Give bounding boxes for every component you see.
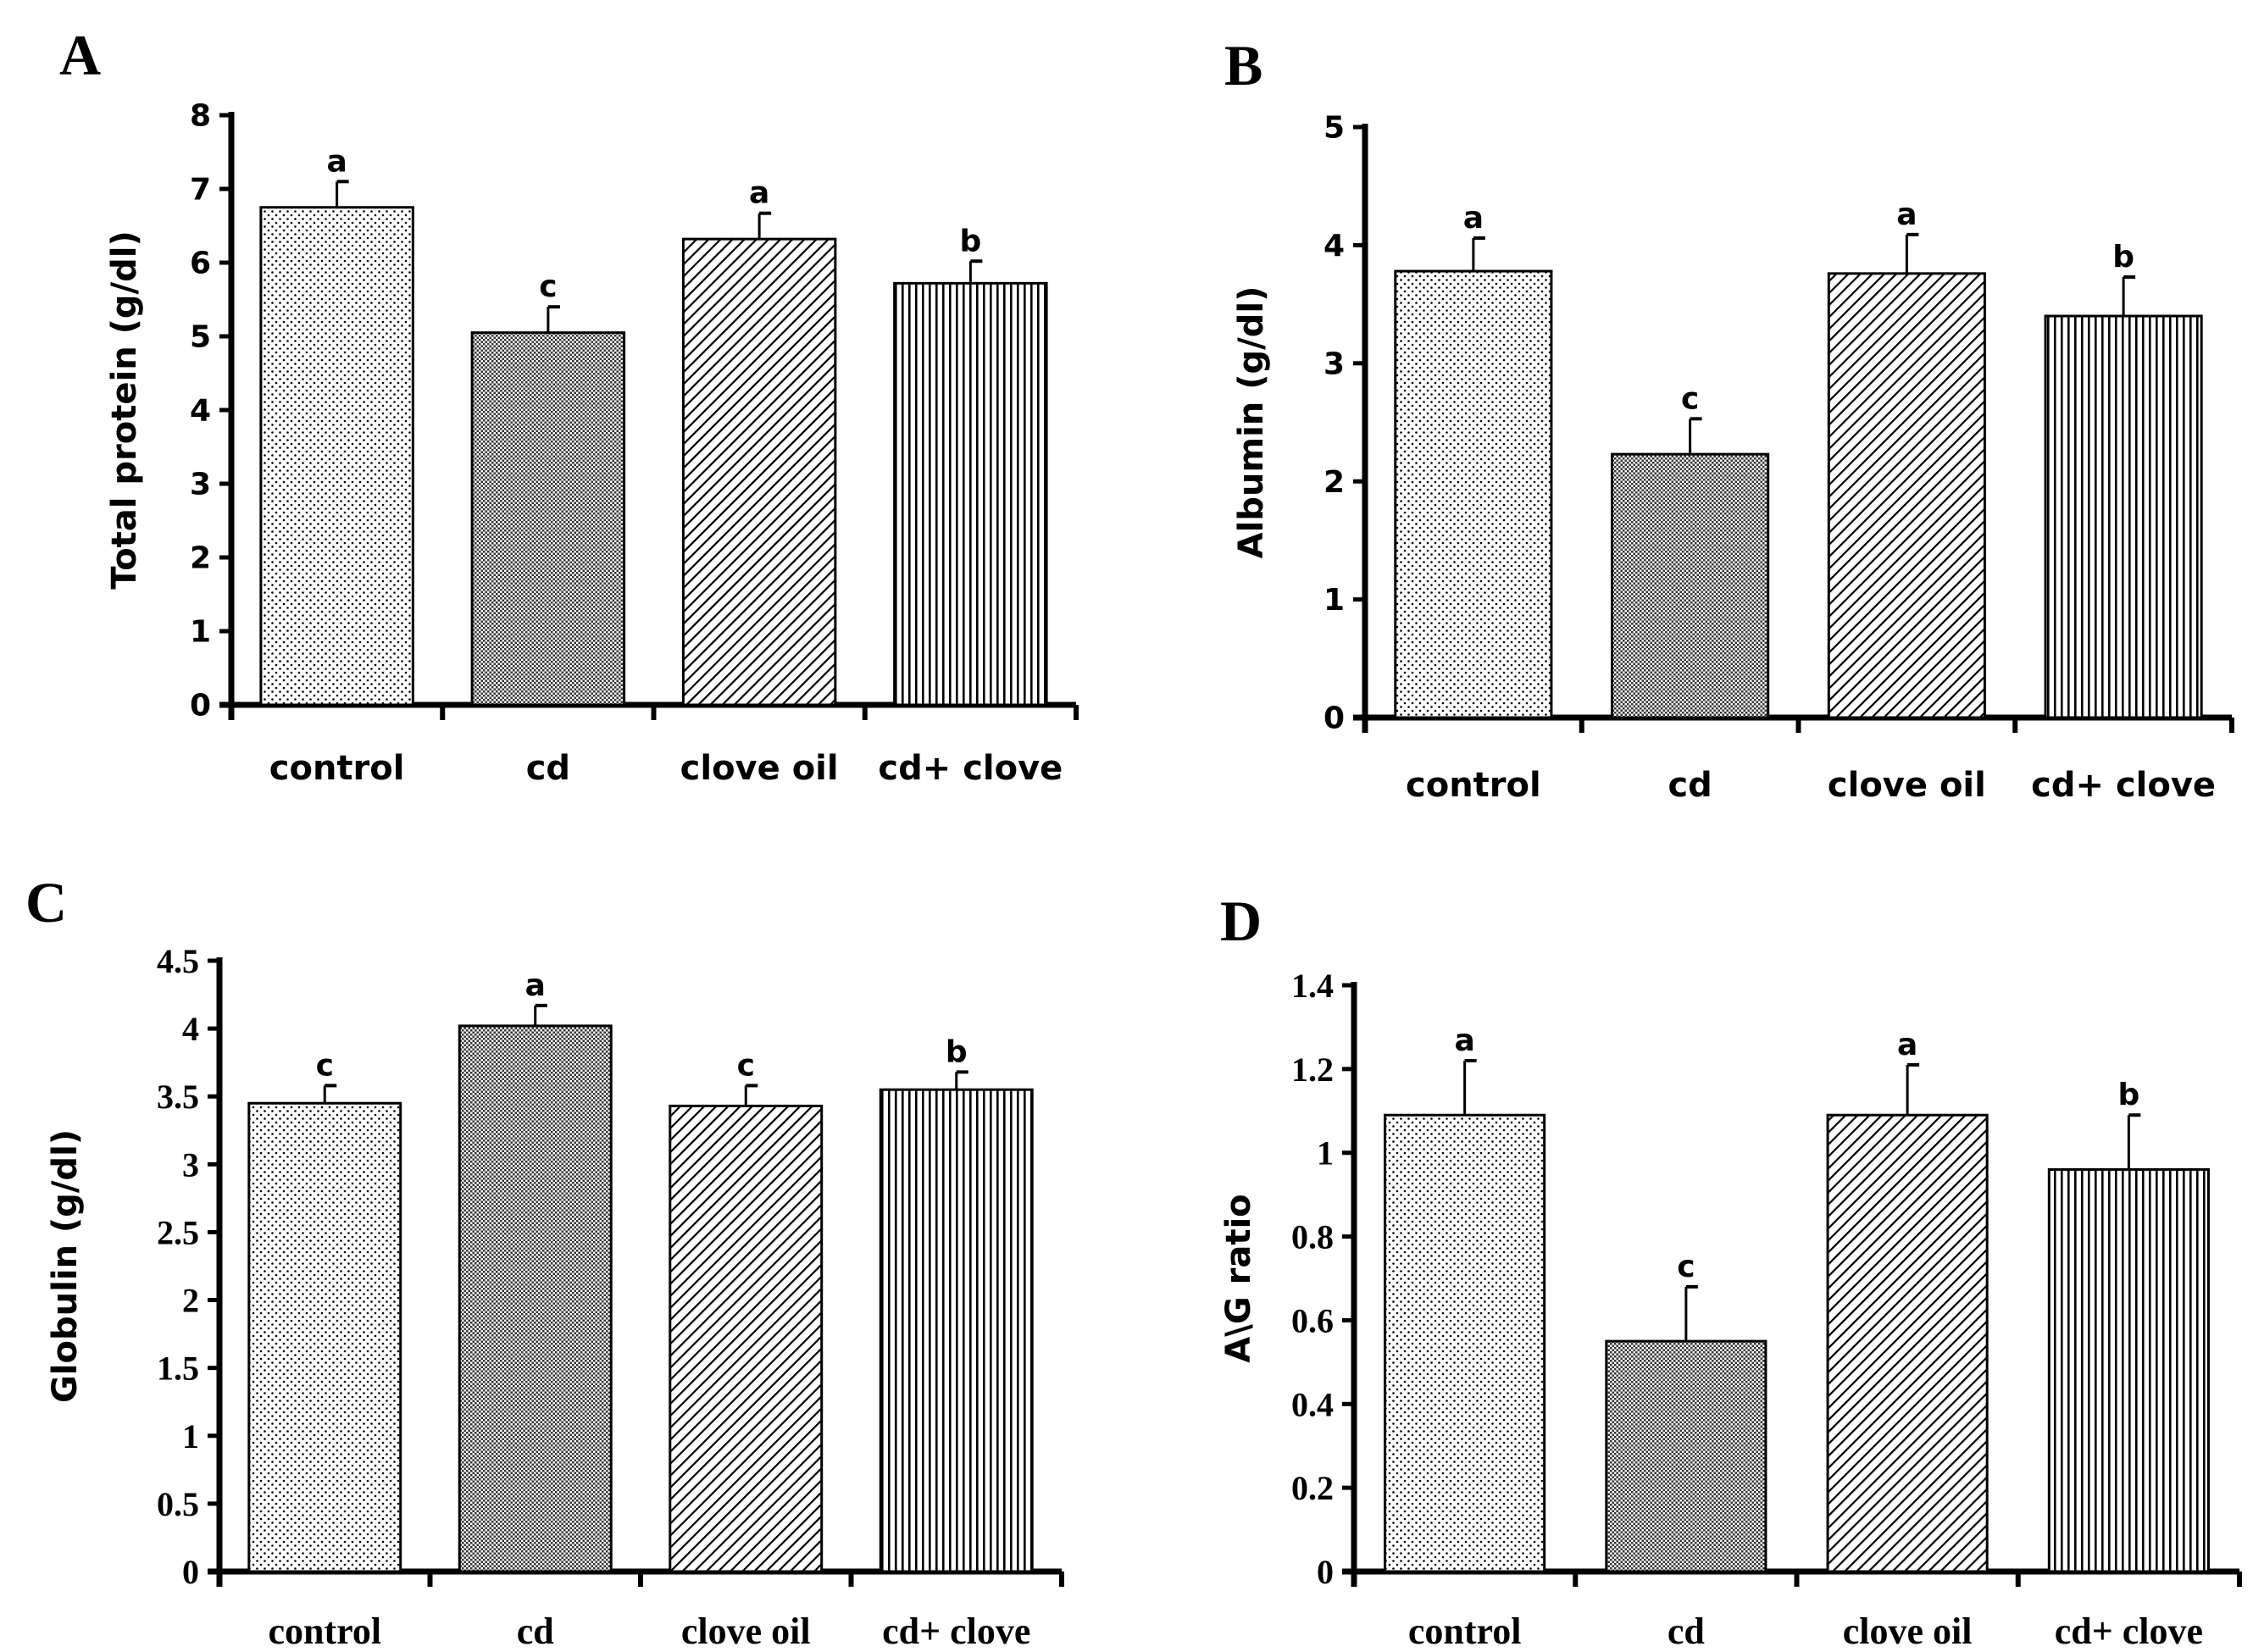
panel-a: A 0 1 2 3 4 5 6 7 8 a control c cd a clove oil b cd+ clov… — [59, 23, 1079, 788]
x-category-label: clove oil — [1843, 1610, 1973, 1652]
x-category-label: cd — [1668, 766, 1712, 805]
y-tick-label: 5 — [1323, 111, 1345, 146]
bar-clove-oil — [669, 1104, 824, 1573]
y-axis-label: Total protein (g/dl) — [105, 230, 144, 590]
bar-cd-clove — [2044, 314, 2203, 719]
y-tick-label: 1 — [1317, 1134, 1334, 1172]
significance-letter: a — [326, 144, 347, 179]
significance-letter: b — [946, 1034, 968, 1069]
y-tick-label: 1.4 — [1291, 967, 1334, 1005]
bar-control — [259, 206, 414, 707]
y-tick-label: 1 — [1323, 583, 1345, 618]
significance-letter: b — [2112, 240, 2134, 274]
significance-letter: c — [737, 1048, 755, 1083]
bar-cd — [1605, 1339, 1767, 1573]
y-axis-label: A\G ratio — [1219, 1194, 1258, 1362]
y-tick-label: 0.4 — [1291, 1385, 1334, 1423]
x-category-label: clove oil — [681, 1610, 811, 1652]
bar-control — [1384, 1113, 1546, 1573]
bar-control — [1394, 269, 1553, 719]
significance-letter: a — [749, 176, 769, 211]
x-category-label: control — [269, 749, 405, 788]
y-tick-label: 0 — [1323, 701, 1345, 736]
y-tick-label: 2.5 — [157, 1213, 199, 1251]
y-tick-label: 1.5 — [157, 1350, 199, 1388]
x-category-label: cd — [517, 1610, 554, 1652]
x-category-label: cd — [1668, 1610, 1705, 1652]
y-axis-label: Globulin (g/dl) — [46, 1129, 85, 1403]
x-category-label: cd+ clove — [2055, 1610, 2203, 1652]
bar-cd-clove — [2047, 1167, 2210, 1573]
x-category-label: clove oil — [680, 749, 839, 788]
y-tick-label: 1 — [190, 615, 211, 650]
x-category-label: cd+ clove — [882, 1610, 1030, 1652]
y-tick-label: 1.2 — [1291, 1051, 1334, 1089]
significance-letter: c — [316, 1048, 334, 1083]
significance-letter: b — [2117, 1078, 2139, 1112]
y-tick-label: 4 — [182, 1010, 199, 1048]
significance-letter: a — [1463, 201, 1484, 236]
panel-label: B — [1224, 33, 1262, 97]
significance-letter: b — [959, 224, 981, 258]
y-tick-label: 0 — [1317, 1553, 1334, 1591]
bar-control — [247, 1101, 402, 1573]
y-tick-label: 4 — [190, 394, 211, 429]
significance-letter: a — [1896, 197, 1917, 232]
x-category-label: cd+ clove — [878, 749, 1063, 788]
significance-letter: c — [1681, 381, 1699, 416]
bar-clove-oil — [1827, 272, 1986, 719]
y-tick-label: 3 — [182, 1145, 199, 1184]
y-axis-label: Albumin (g/dl) — [1232, 286, 1271, 559]
panel-label: D — [1220, 889, 1262, 953]
panel-b: B 0 1 2 3 4 5 a control c cd a clove oil b cd+ clove Al… — [1224, 33, 2234, 805]
panel-c: C 0 0.5 1 1.5 2 2.5 3 3.5 4 4.5 c control a cd c clove o… — [25, 870, 1064, 1652]
bar-cd-clove — [879, 1088, 1034, 1573]
x-category-label: control — [1408, 1610, 1522, 1652]
y-tick-label: 3 — [190, 468, 211, 502]
y-tick-label: 2 — [190, 541, 211, 576]
bar-cd — [458, 1024, 613, 1573]
y-tick-label: 3.5 — [157, 1078, 199, 1116]
y-tick-label: 3 — [1323, 346, 1345, 381]
panel-label: A — [59, 23, 101, 87]
y-tick-label: 4.5 — [157, 942, 199, 980]
y-tick-label: 8 — [190, 99, 211, 134]
panel-d: D 0 0.2 0.4 0.6 0.8 1 1.2 1.4 a control c cd a clove o… — [1219, 889, 2242, 1652]
y-tick-label: 2 — [1323, 465, 1345, 500]
significance-letter: a — [525, 968, 546, 1003]
y-tick-label: 1 — [182, 1417, 199, 1455]
x-category-label: cd — [526, 749, 570, 788]
y-tick-label: 5 — [190, 320, 211, 355]
panel-label: C — [25, 870, 67, 934]
bar-cd-clove — [893, 281, 1048, 707]
x-category-label: control — [1406, 766, 1541, 805]
y-tick-label: 7 — [190, 173, 211, 208]
y-tick-label: 0.2 — [1291, 1469, 1334, 1507]
significance-letter: c — [1677, 1250, 1695, 1284]
x-category-label: cd+ clove — [2031, 766, 2216, 805]
y-tick-label: 6 — [190, 247, 211, 281]
significance-letter: c — [539, 269, 557, 304]
y-tick-label: 2 — [182, 1282, 199, 1320]
y-tick-label: 0.6 — [1291, 1301, 1334, 1339]
y-tick-label: 4 — [1323, 229, 1345, 263]
y-tick-label: 0 — [190, 689, 211, 723]
significance-letter: a — [1897, 1028, 1917, 1062]
y-tick-label: 0.8 — [1291, 1218, 1334, 1256]
x-category-label: control — [268, 1610, 381, 1652]
y-tick-label: 0 — [182, 1553, 199, 1591]
significance-letter: a — [1454, 1023, 1474, 1058]
y-tick-label: 0.5 — [157, 1485, 199, 1523]
bar-cd — [470, 331, 626, 707]
bar-clove-oil — [681, 237, 837, 707]
bar-clove-oil — [1826, 1113, 1989, 1573]
bar-cd — [1611, 452, 1770, 719]
x-category-label: clove oil — [1828, 766, 1986, 805]
